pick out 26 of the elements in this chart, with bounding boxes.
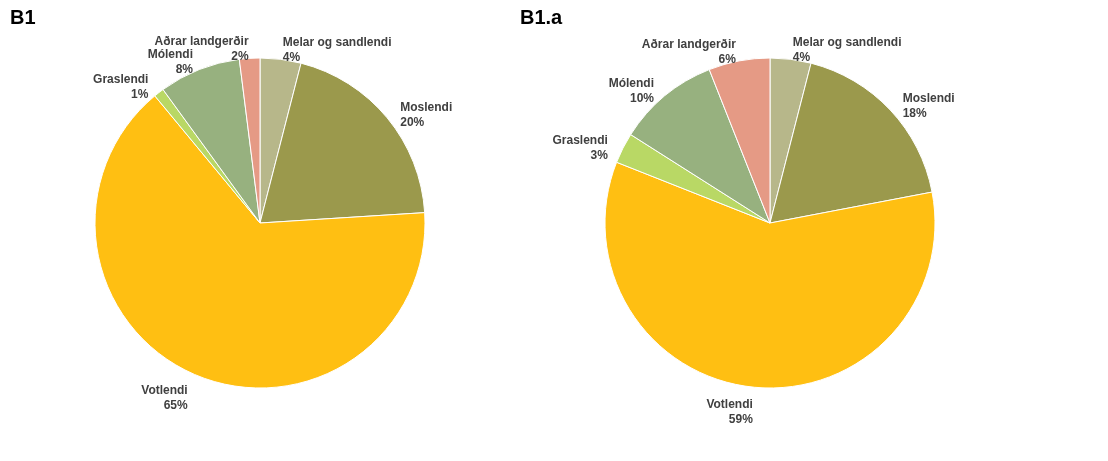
slice-label: Graslendi <box>552 133 608 148</box>
data-label: 4% <box>282 50 301 65</box>
slice-label: Votlendi <box>141 383 188 398</box>
slice-label: Graslendi <box>93 72 149 87</box>
data-label: 1% <box>131 87 149 102</box>
data-label: 3% <box>590 148 609 163</box>
slice-label: Melar og sandlendi <box>792 35 902 50</box>
data-label: 18% <box>902 106 928 121</box>
slice-label: Mólendi <box>608 75 654 90</box>
slice-label: Melar og sandlendi <box>282 35 392 50</box>
data-label: 20% <box>400 114 425 129</box>
slice-label: Aðrar landgerðir <box>641 37 737 52</box>
data-label: 4% <box>792 50 811 65</box>
data-label: 59% <box>728 412 754 427</box>
chart-title: B1 <box>10 6 36 28</box>
slice-label: Mólendi <box>147 46 193 61</box>
slice-label: Moslendi <box>902 91 955 106</box>
data-label: 2% <box>231 49 249 64</box>
data-label: 65% <box>163 398 189 413</box>
data-label: 10% <box>629 90 655 105</box>
slice-label: Votlendi <box>706 397 753 412</box>
slice-label: Aðrar landgerðir <box>154 34 249 49</box>
chart-title: B1.a <box>520 6 564 28</box>
data-label: 8% <box>175 61 194 76</box>
data-label: 6% <box>718 52 737 67</box>
slice-label: Moslendi <box>400 99 453 114</box>
